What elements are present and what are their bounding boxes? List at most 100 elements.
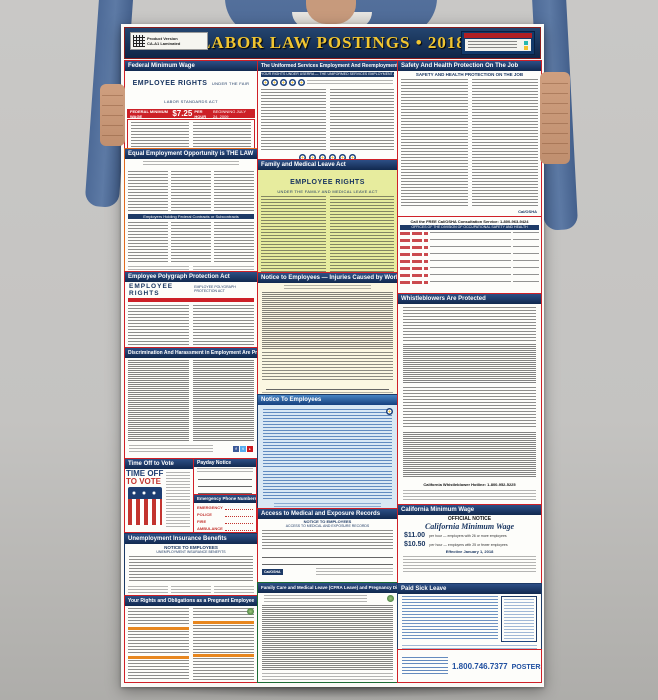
- userra-text-col1: [261, 89, 326, 151]
- section-header: Safety And Health Protection On The Job: [398, 61, 541, 71]
- social-icons: f t ►: [233, 446, 253, 452]
- section-federal-minimum-wage: Federal Minimum Wage EMPLOYEE RIGHTS UND…: [124, 60, 258, 149]
- discrimination-footer-text: [129, 445, 213, 453]
- fmla-title: EMPLOYEE RIGHTS: [290, 179, 365, 186]
- agency-seal-icon: [309, 154, 316, 159]
- polygraph-title: EMPLOYEE RIGHTS: [129, 283, 174, 297]
- footer-phone-number: 1.800.746.7377: [452, 661, 508, 671]
- section-unemployment-insurance: Unemployment Insurance Benefits NOTICE T…: [124, 533, 258, 596]
- polygraph-text-col1: [128, 305, 189, 347]
- vote-payday-row: Time Off to Vote TIME OFF TO VOTE: [124, 458, 257, 534]
- calosha-logo: Cal/OSHA: [262, 569, 283, 575]
- osha-text-col1: [401, 79, 468, 207]
- sickleave-text: [402, 596, 498, 640]
- edd-text-block3: [263, 471, 392, 501]
- section-header: The Uniformed Services Employment And Re…: [258, 61, 397, 71]
- product-version-label: Product Version CA-A1 Laminated: [130, 32, 208, 50]
- ui-subtitle: UNEMPLOYMENT INSURANCE BENEFITS: [156, 550, 226, 554]
- label-red-strip: [464, 33, 532, 38]
- footer-note-text: [402, 657, 448, 675]
- dfeh-logo-icon: [387, 595, 394, 602]
- section-eeo-is-the-law: Equal Employment Opportunity is THE LAW …: [124, 148, 258, 272]
- section-header: Your Rights and Obligations as a Pregnan…: [125, 596, 257, 606]
- injuries-text-block1: [262, 292, 393, 350]
- section-whistleblowers-protected: Whistleblowers Are Protected California …: [397, 293, 542, 505]
- userra-text-col2: [329, 89, 394, 151]
- payday-form-line: [198, 474, 252, 480]
- twitter-icon: t: [240, 446, 246, 452]
- ui-footer-col3: [214, 586, 254, 595]
- section-edd-notice-to-employees: Notice To Employees: [257, 394, 398, 509]
- minwage-script-title: California Minimum Wage: [424, 522, 515, 531]
- eeo-divider: Employers Holding Federal Contracts or S…: [128, 214, 254, 219]
- whistleblower-text-block2: [403, 344, 536, 384]
- agency-seal-icon: [319, 154, 326, 159]
- eeo-text-col2: [171, 171, 211, 211]
- minwage-rate-26plus: $11.00: [404, 532, 426, 539]
- section-header: Paid Sick Leave: [398, 584, 541, 594]
- minwage-rate-25less: $10.50: [404, 541, 426, 548]
- military-seal-icon: [271, 79, 278, 86]
- section-cfra-pregnancy-leave: Family Care and Medical Leave (CFRA Leav…: [257, 582, 398, 683]
- payday-emergency-stack: Payday Notice Emergency Phone Numbers EM…: [193, 458, 257, 534]
- section-emergency-phone-numbers: Emergency Phone Numbers EMERGENCY POLICE…: [193, 494, 257, 533]
- section-medical-exposure-records: Access to Medical and Exposure Records N…: [257, 508, 398, 583]
- emergency-row: FIRE: [194, 517, 256, 524]
- minwage-rate-26plus-note: per hour — employers with 26 or more emp…: [429, 533, 507, 538]
- fmw-text-col2: [193, 122, 251, 148]
- discrimination-text-col2: [193, 360, 254, 442]
- section-header: Notice to Employees — Injuries Caused by…: [258, 273, 397, 283]
- poster-guard-label: [461, 31, 535, 55]
- vote-text: [166, 472, 190, 528]
- medrec-signature-text: [315, 568, 393, 576]
- agency-seal-icon: [339, 154, 346, 159]
- section-dosh-offices: Call the FREE Cal/OSHA Consultation Serv…: [397, 216, 542, 294]
- edd-text-block2: [263, 439, 392, 469]
- section-safety-health-protection: Safety And Health Protection On The Job …: [397, 60, 542, 217]
- fmw-wage: $7.25: [172, 109, 193, 118]
- ui-footer-col2: [171, 586, 211, 595]
- qr-code-icon: [133, 35, 145, 47]
- userra-strip: YOUR RIGHTS UNDER USERRA — THE UNIFORMED…: [261, 72, 394, 77]
- minwage-official-notice: OFFICIAL NOTICE: [447, 516, 492, 522]
- polygraph-text-col2: [193, 305, 254, 347]
- ballot-box-illustration: [128, 487, 162, 525]
- cfra-title-text: [264, 595, 367, 603]
- poster-columns: Federal Minimum Wage EMPLOYEE RIGHTS UND…: [124, 60, 542, 684]
- cfra-text-block: [262, 605, 393, 671]
- agency-seal-icon: [329, 154, 336, 159]
- section-header: Payday Notice: [194, 459, 256, 467]
- sickleave-footer-text: [402, 645, 537, 649]
- section-header: Family and Medical Leave Act: [258, 160, 397, 170]
- section-header: Whistleblowers Are Protected: [398, 294, 541, 304]
- fmw-subtitle: UNDER THE FAIR LABOR STANDARDS ACT: [164, 81, 250, 104]
- userra-intro-text: [307, 79, 393, 86]
- table-row: [398, 244, 541, 251]
- section-injuries-caused-by-work: Notice to Employees — Injuries Caused by…: [257, 272, 398, 395]
- fmla-subtitle: UNDER THE FAMILY AND MEDICAL LEAVE ACT: [277, 189, 378, 194]
- osha-title: SAFETY AND HEALTH PROTECTION ON THE JOB: [415, 72, 524, 77]
- section-header: California Minimum Wage: [398, 505, 541, 515]
- eeo-text-col1: [128, 171, 168, 211]
- sickleave-side-table: [501, 596, 537, 643]
- eeo-intro-text: [143, 161, 239, 167]
- youtube-icon: ►: [247, 446, 253, 452]
- section-brand-footer: 1.800.746.7377 POSTERS4LESS.COM: [397, 649, 542, 683]
- dosh-offices-table: [398, 230, 541, 286]
- table-row: [398, 258, 541, 265]
- person-neck: [306, 0, 356, 24]
- ui-title: NOTICE TO EMPLOYEES: [164, 545, 218, 550]
- vote-line2: TO VOTE: [126, 477, 161, 486]
- table-row: [398, 265, 541, 272]
- edd-text-block1: [263, 409, 392, 437]
- dfeh-logo-icon: [247, 608, 254, 615]
- medrec-title: NOTICE TO EMPLOYEES: [303, 519, 352, 524]
- section-header: Notice To Employees: [258, 395, 397, 405]
- emergency-row: POLICE: [194, 510, 256, 517]
- pregnant-text-col1: [128, 608, 189, 680]
- left-column: Federal Minimum Wage EMPLOYEE RIGHTS UND…: [124, 60, 258, 684]
- injuries-form-line: [266, 384, 389, 390]
- section-header: Unemployment Insurance Benefits: [125, 534, 257, 544]
- right-hand: [540, 72, 570, 164]
- military-seal-icon: [298, 79, 305, 86]
